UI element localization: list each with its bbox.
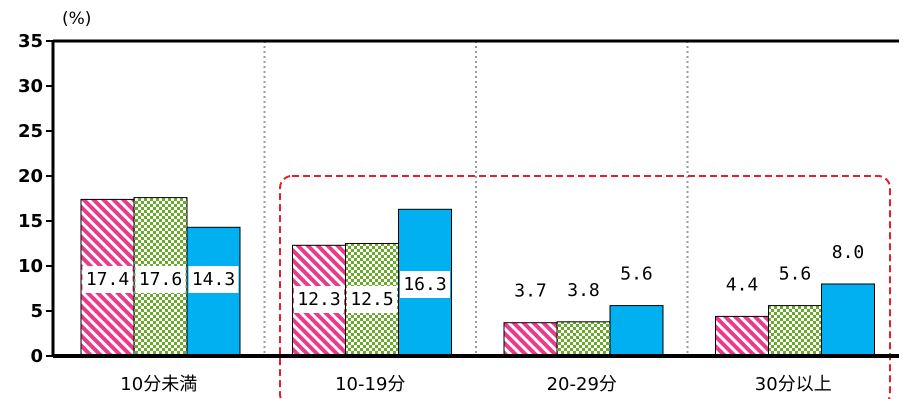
bar [715,315,769,357]
data-label: 4.4 [726,274,759,295]
data-label: 5.6 [779,264,812,285]
data-label: 3.8 [567,280,600,301]
data-label-bg [188,266,239,293]
data-label: 12.5 [350,289,393,310]
category-label: 30分以上 [755,374,832,395]
y-tick-label: 30 [18,76,43,97]
category-label: 10-19分 [335,374,405,395]
data-label: 12.3 [297,289,340,310]
data-label: 5.6 [620,264,653,285]
y-tick-label: 10 [18,256,43,277]
y-tick-label: 20 [18,166,43,187]
y-tick-label: 25 [18,121,43,142]
data-label-bg [82,266,133,293]
y-tick-label: 35 [18,31,43,52]
unit-label: (%) [62,9,91,29]
data-label-bg [135,266,186,293]
data-label: 16.3 [403,274,446,295]
bar [556,321,611,357]
data-label: 17.6 [139,269,182,290]
y-tick-label: 15 [18,211,43,232]
data-label-bg [294,286,344,313]
data-label-bg [347,286,397,313]
y-tick-label: 5 [30,301,43,322]
bar [503,322,558,357]
category-label: 20-29分 [547,374,617,395]
data-label: 14.3 [192,269,235,290]
bar [768,305,822,357]
bar [821,283,875,357]
bar [609,305,664,357]
category-label: 10分未満 [120,374,197,395]
data-label: 17.4 [86,269,129,290]
highlight-box [279,175,891,399]
data-label-bg [400,271,450,298]
data-label: 8.0 [832,242,865,263]
y-tick-label: 0 [30,346,43,367]
data-label: 3.7 [514,281,547,302]
